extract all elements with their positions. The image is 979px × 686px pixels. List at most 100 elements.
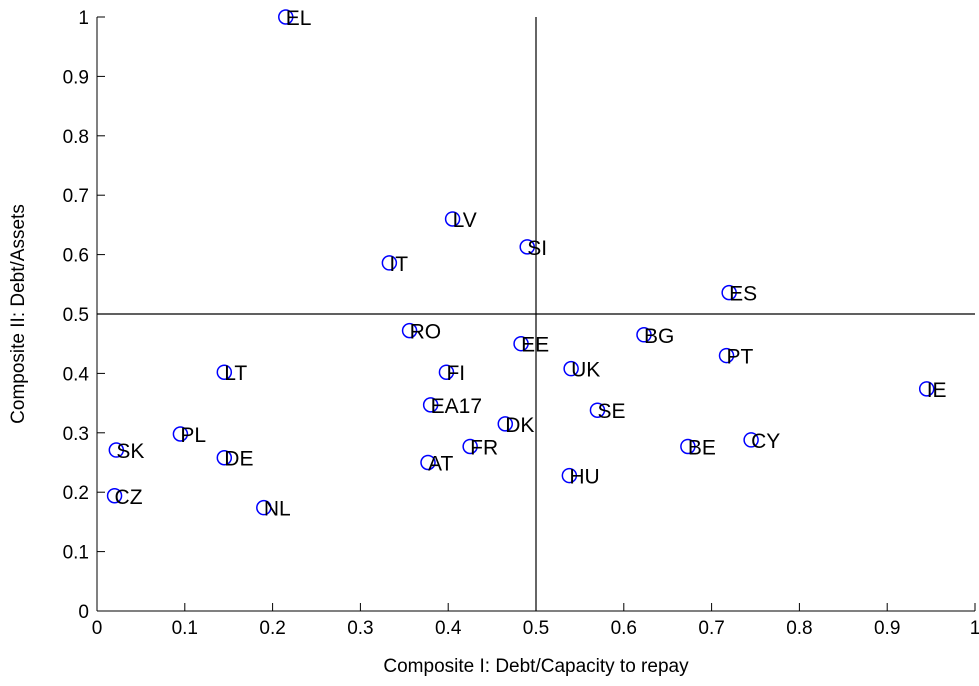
point-label: IT [389, 253, 408, 276]
data-point: BG [636, 325, 674, 348]
point-marker [422, 397, 439, 413]
data-point: NL [256, 498, 291, 521]
point-label: PL [180, 424, 206, 447]
point-marker [743, 432, 759, 448]
x-tick-label: 0 [92, 618, 103, 639]
x-tick-label: 0.6 [611, 618, 637, 639]
data-point: UK [563, 359, 600, 382]
point-marker [420, 454, 436, 471]
data-point: PT [718, 346, 754, 369]
y-axis-title: Composite II: Debt/Assets [8, 204, 29, 424]
point-marker [256, 499, 272, 516]
point-label: FI [446, 362, 465, 385]
point-marker [381, 255, 398, 271]
point-marker [680, 438, 696, 455]
point-label: NL [264, 498, 291, 521]
y-tick-label: 0.5 [63, 305, 89, 326]
data-points: EL LV SI IT ES RO BG EE PT UK LT FI IE EA17 SE DK PL CY FR… [106, 7, 947, 521]
x-axis-ticks: 0 0.1 0.2 0.3 0.4 0.5 0.6 0.7 0.8 0.9 1 [92, 603, 979, 639]
point-marker [563, 360, 579, 377]
point-label: IE [927, 379, 947, 402]
point-marker [401, 322, 418, 339]
point-label: LT [224, 362, 247, 385]
x-tick-label: 0.5 [523, 618, 549, 639]
point-marker [636, 327, 652, 343]
data-point: AT [420, 453, 453, 476]
point-marker [216, 364, 233, 380]
point-marker [462, 438, 478, 455]
point-marker [519, 239, 535, 255]
y-tick-label: 0.8 [63, 127, 89, 148]
point-marker [106, 488, 123, 504]
y-tick-label: 0.4 [63, 364, 90, 385]
x-tick-label: 0.2 [259, 618, 285, 639]
y-tick-label: 1 [78, 8, 89, 29]
data-point: CY [743, 430, 780, 453]
data-point: EL [278, 7, 312, 30]
point-marker [561, 467, 578, 484]
data-point: DE [216, 448, 253, 471]
y-tick-label: 0.7 [63, 186, 89, 207]
data-point: PL [172, 424, 206, 447]
x-tick-label: 0.3 [347, 618, 373, 639]
y-tick-label: 0.1 [63, 543, 89, 564]
point-label: AT [428, 453, 453, 476]
point-marker [172, 426, 189, 442]
x-tick-label: 0.1 [172, 618, 198, 639]
data-point: CZ [106, 486, 143, 509]
x-axis-title: Composite I: Debt/Capacity to repay [383, 656, 689, 677]
point-label: BE [688, 436, 716, 459]
point-label: EL [286, 7, 312, 30]
point-marker [216, 449, 233, 466]
data-point: SE [589, 400, 625, 423]
reference-lines [97, 17, 975, 611]
point-label: DK [505, 414, 534, 437]
point-label: FR [470, 436, 498, 459]
point-marker [444, 211, 461, 227]
point-marker [589, 402, 606, 418]
point-marker [918, 381, 935, 397]
x-tick-label: 0.8 [786, 618, 812, 639]
x-tick-label: 0.4 [435, 618, 462, 639]
point-label: CY [751, 430, 780, 453]
y-tick-label: 0.9 [63, 67, 89, 88]
data-point: SI [519, 237, 547, 260]
point-label: SK [116, 440, 144, 463]
y-tick-label: 0.6 [63, 246, 89, 267]
point-marker [718, 347, 735, 364]
y-axis-ticks: 0 0.1 0.2 0.3 0.4 0.5 0.6 0.7 0.8 0.9 1 [63, 8, 105, 623]
x-tick-label: 0.7 [698, 618, 724, 639]
data-point: IE [918, 379, 947, 402]
point-label: RO [410, 321, 442, 344]
point-marker [721, 284, 737, 301]
data-point: SK [108, 440, 144, 463]
data-point: EA17 [422, 395, 482, 418]
data-point: IT [381, 253, 408, 276]
data-point: FI [438, 362, 465, 385]
data-point: RO [401, 321, 442, 344]
y-tick-label: 0.2 [63, 483, 89, 504]
data-point: LV [444, 209, 477, 232]
data-point: HU [561, 466, 600, 489]
data-point: ES [721, 283, 757, 306]
point-label: DE [224, 448, 253, 471]
point-label: SI [527, 237, 547, 260]
point-label: HU [569, 466, 599, 489]
point-marker [513, 335, 529, 352]
point-label: EA17 [431, 395, 482, 418]
point-marker [497, 416, 514, 432]
data-point: FR [462, 436, 498, 459]
data-point: BE [680, 436, 716, 459]
data-point: EE [513, 334, 549, 357]
point-marker [438, 364, 455, 380]
point-label: BG [644, 325, 674, 348]
point-label: UK [571, 359, 600, 382]
y-tick-label: 0 [78, 602, 89, 623]
point-label: PT [727, 346, 754, 369]
x-tick-label: 1 [970, 618, 979, 639]
point-marker [108, 442, 125, 458]
point-marker [278, 9, 294, 25]
point-label: LV [453, 209, 477, 232]
point-label: CZ [115, 486, 143, 509]
